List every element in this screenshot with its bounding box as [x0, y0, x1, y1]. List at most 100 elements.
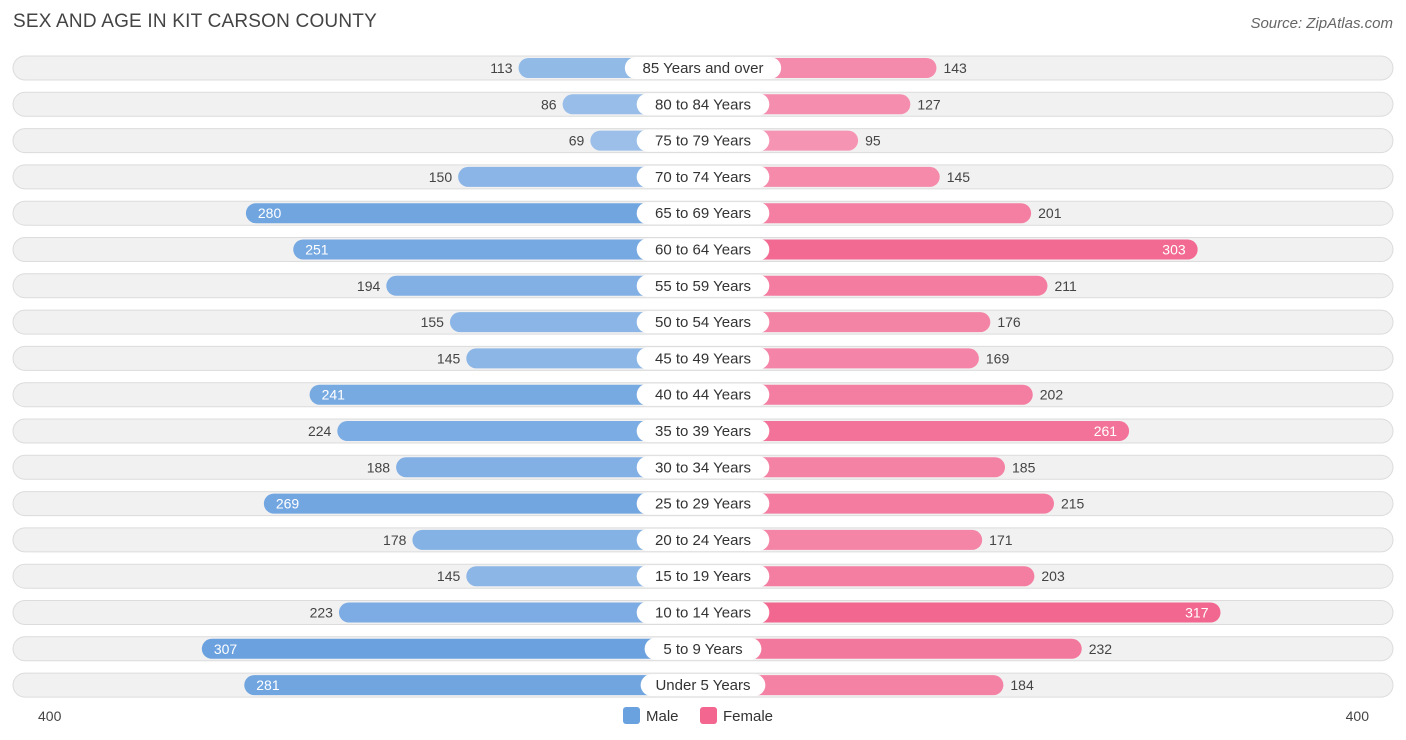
male-bar	[201, 638, 703, 659]
axis-label-right: 400	[1346, 708, 1370, 724]
female-bar	[703, 348, 979, 369]
female-value-label: 215	[1061, 496, 1085, 512]
male-value-label: 223	[310, 605, 334, 621]
female-value-label: 143	[943, 60, 967, 76]
category-label: 70 to 74 Years	[655, 169, 751, 186]
male-value-label: 145	[437, 568, 461, 584]
male-bar	[293, 239, 703, 260]
category-label-background	[636, 456, 770, 479]
female-value-label: 95	[865, 133, 881, 149]
axis-label-left: 400	[38, 708, 62, 724]
female-bar	[703, 421, 1130, 441]
category-label-background	[624, 57, 782, 79]
category-label-background	[636, 93, 770, 116]
female-value-label: 303	[1162, 242, 1186, 258]
male-value-label: 155	[421, 314, 445, 330]
female-value-label: 261	[1094, 423, 1118, 439]
category-label: 55 to 59 Years	[655, 278, 751, 295]
category-label-background	[636, 311, 770, 334]
female-bar	[703, 529, 983, 550]
female-bar	[703, 493, 1054, 514]
category-label: Under 5 Years	[655, 677, 750, 694]
legend-female-swatch	[700, 707, 717, 724]
male-value-label: 188	[367, 459, 391, 475]
category-label: 75 to 79 Years	[655, 133, 751, 150]
female-bar	[703, 203, 1032, 224]
female-bar	[703, 275, 1048, 296]
female-value-label: 145	[947, 169, 971, 185]
female-value-label: 176	[997, 314, 1021, 330]
category-label: 50 to 54 Years	[655, 314, 751, 331]
male-value-label: 281	[256, 677, 280, 693]
male-value-label: 307	[214, 641, 238, 657]
male-value-label: 280	[258, 205, 282, 221]
category-label: 60 to 64 Years	[655, 242, 751, 259]
category-label: 45 to 49 Years	[655, 350, 751, 367]
male-value-label: 86	[541, 96, 557, 112]
legend-female-label: Female	[723, 708, 773, 725]
chart-title: SEX AND AGE IN KIT CARSON COUNTY	[13, 11, 377, 32]
male-bar	[396, 457, 703, 478]
category-label-background	[636, 565, 770, 588]
female-bar	[703, 239, 1198, 260]
category-label-background	[636, 601, 770, 624]
category-label-background	[636, 129, 770, 152]
male-value-label: 194	[357, 278, 381, 294]
category-label: 35 to 39 Years	[655, 423, 751, 440]
category-label-background	[636, 238, 770, 261]
female-value-label: 171	[989, 532, 1013, 548]
male-bar	[245, 203, 703, 224]
female-value-label: 202	[1040, 387, 1064, 403]
category-label: 15 to 19 Years	[655, 568, 751, 585]
category-label: 5 to 9 Years	[663, 641, 742, 658]
category-label-background	[636, 383, 770, 406]
male-bar	[337, 421, 703, 441]
female-value-label: 211	[1054, 278, 1077, 294]
male-value-label: 150	[429, 169, 453, 185]
category-label: 40 to 44 Years	[655, 387, 751, 404]
male-value-label: 69	[569, 133, 585, 149]
category-label-background	[636, 165, 770, 188]
male-bar	[309, 384, 703, 405]
male-bar	[386, 275, 703, 296]
legend-male-label: Male	[646, 708, 679, 725]
category-label: 25 to 29 Years	[655, 496, 751, 513]
female-bar	[703, 312, 991, 333]
female-value-label: 201	[1038, 205, 1062, 221]
category-label: 10 to 14 Years	[655, 605, 751, 622]
category-label-background	[636, 420, 770, 442]
male-bar	[244, 675, 703, 696]
category-label-background	[636, 528, 770, 551]
female-bar	[703, 638, 1082, 659]
male-bar	[263, 493, 703, 514]
female-bar	[703, 602, 1221, 623]
male-bar	[412, 529, 703, 550]
category-label: 20 to 24 Years	[655, 532, 751, 549]
female-value-label: 184	[1010, 677, 1034, 693]
male-bar	[338, 602, 703, 623]
female-value-label: 127	[917, 96, 941, 112]
male-value-label: 241	[322, 387, 346, 403]
category-label-background	[636, 202, 770, 225]
category-label-background	[636, 274, 770, 297]
category-label-background	[644, 637, 762, 660]
female-value-label: 203	[1041, 568, 1065, 584]
category-label-background	[636, 347, 770, 370]
category-label: 80 to 84 Years	[655, 96, 751, 113]
legend-male-swatch	[623, 707, 640, 724]
female-bar	[703, 675, 1004, 696]
female-bar	[703, 566, 1035, 587]
male-value-label: 269	[276, 496, 300, 512]
female-bar	[703, 457, 1006, 478]
female-value-label: 169	[986, 350, 1010, 366]
male-value-label: 224	[308, 423, 332, 439]
female-bar	[703, 384, 1033, 405]
female-value-label: 317	[1185, 605, 1209, 621]
female-value-label: 185	[1012, 459, 1036, 475]
female-value-label: 232	[1089, 641, 1113, 657]
category-label: 30 to 34 Years	[655, 459, 751, 476]
category-label: 85 Years and over	[643, 60, 764, 77]
male-value-label: 145	[437, 350, 461, 366]
category-label-background	[636, 492, 770, 515]
